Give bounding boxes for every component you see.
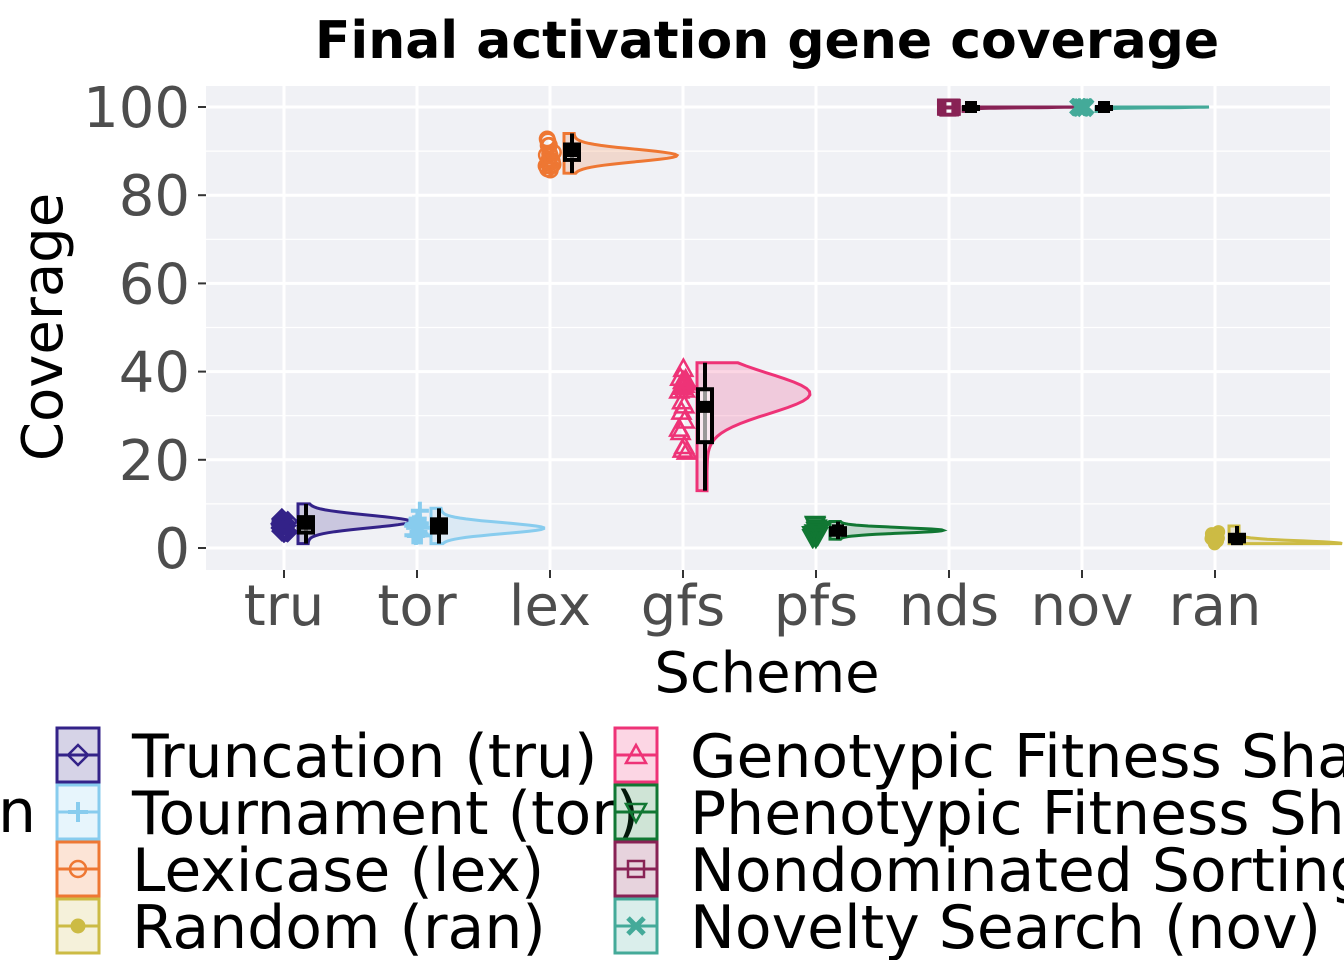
legend-marker-pfs [623,802,649,825]
legend-item-nov: Novelty Search (nov) [613,893,1321,960]
y-tick-label: 40 [119,341,190,406]
legend-item-nds: Nondominated Sorting (nds) [613,836,1344,906]
legend-label: Nondominated Sorting (nds) [690,836,1344,906]
x-tick-label: nds [899,574,999,639]
x-tick-label: ran [1169,574,1262,639]
legend-marker-tru [66,743,90,767]
median-gfs [699,400,711,413]
legend-item-ran: Random (ran) [55,893,546,960]
legend-item-gfs: Genotypic Fitness Sharing (gfs) [613,722,1344,792]
series-lex [537,130,680,179]
median-ran [1231,533,1243,546]
x-tick-label: lex [509,574,591,639]
point-gfs [670,399,693,420]
x-axis: tru tor lex gfs pfs nds nov ran [244,570,1262,639]
y-axis: 0 20 40 60 80 100 [83,76,206,582]
point-gfs [668,416,691,437]
series-tru [270,502,414,546]
legend-item-tor: Tournament (tor) [55,779,639,849]
median-lex [566,145,578,158]
legend-marker-nov [626,916,646,936]
point-gfs [671,374,694,395]
legend-label: Genotypic Fitness Sharing (gfs) [690,722,1344,792]
point-nds [937,98,955,116]
x-tick-label: tru [244,574,324,639]
point-nov [1069,98,1088,117]
legend-marker-tor [68,802,88,822]
median-nds [965,101,977,113]
point-tru [271,520,293,542]
point-tor [409,517,428,536]
x-tick-label: pfs [774,574,858,639]
point-lex [540,136,558,154]
violin-lex [562,131,680,175]
legend-marker-lex [68,859,88,879]
median-tru [300,517,312,530]
legend-label: Truncation (tru) [131,722,597,792]
point-lex [541,147,559,165]
point-ran [1210,533,1225,547]
y-tick-label: 0 [154,517,190,582]
series-pfs [801,515,948,550]
violin-tor [429,506,546,546]
median-nov [1098,101,1110,113]
y-tick-label: 20 [119,429,190,494]
median-tor [433,519,445,532]
legend-label: Phenotypic Fitness Sharing (pfs) [690,779,1344,849]
point-lex [542,157,560,175]
chart-marks [270,98,1343,551]
legend-marker-gfs [623,742,649,765]
legend-label: Random (ran) [132,893,546,960]
series-nov [1069,98,1210,118]
legend-item-lex: Lexicase (lex) [55,836,544,906]
series-tor [404,501,546,546]
point-gfs [673,434,696,455]
series-ran [1204,524,1343,551]
violin-pfs [828,519,948,541]
legend-title: Selection [0,777,36,847]
median-pfs [832,524,844,537]
chart-title: Final activation gene coverage [315,11,1219,71]
legend-item-pfs: Phenotypic Fitness Sharing (pfs) [613,779,1344,849]
legend: Truncation (tru)Tournament (tor)Lexicase… [55,722,1344,960]
x-tick-label: nov [1031,574,1134,639]
x-axis-title: Scheme [654,641,879,706]
series-gfs [668,357,812,493]
legend-marker-ran [70,918,86,934]
series-nds [936,98,1077,117]
y-tick-label: 80 [119,164,190,229]
y-tick-label: 100 [83,76,190,141]
legend-item-tru: Truncation (tru) [55,722,597,792]
point-gfs [671,389,694,410]
point-pfs [805,520,829,541]
y-axis-title: Coverage [11,193,76,461]
box-gfs [696,387,714,445]
violin-gfs [695,361,812,493]
x-tick-label: gfs [641,574,725,639]
x-tick-label: tor [377,574,457,639]
point-nov [1075,98,1094,117]
point-tru [271,508,293,531]
legend-marker-nds [626,859,646,879]
y-tick-label: 60 [119,252,190,317]
legend-label: Novelty Search (nov) [690,893,1321,960]
legend-label: Lexicase (lex) [132,836,544,906]
legend-label: Tournament (tor) [131,779,639,849]
